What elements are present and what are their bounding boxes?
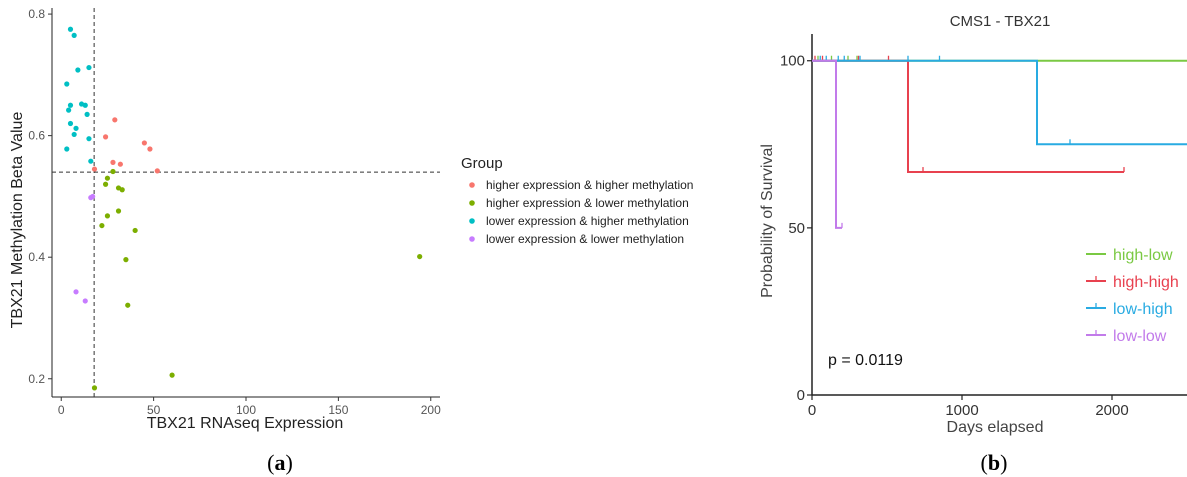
point-higher-expression-and-lower-methylation bbox=[125, 302, 131, 308]
panel-b-x-tick-label: 2000 bbox=[1095, 402, 1128, 419]
panel-b-legend: high-low high-high low-high low-low bbox=[1086, 247, 1179, 345]
legend-marker-lower-expression-and-higher-methylation bbox=[469, 218, 475, 224]
panel-b-y-tick-label: 50 bbox=[788, 220, 805, 237]
point-lower-expression-and-higher-methylation bbox=[84, 111, 90, 117]
panel-a-y-axis-label: TBX21 Methylation Beta Value bbox=[9, 112, 26, 329]
point-higher-expression-and-higher-methylation bbox=[154, 168, 160, 174]
point-higher-expression-and-higher-methylation bbox=[102, 134, 109, 140]
point-higher-expression-and-higher-methylation bbox=[141, 140, 147, 146]
point-lower-expression-and-higher-methylation bbox=[71, 32, 77, 38]
panel-a-caption: (a) bbox=[267, 450, 293, 475]
panel-a-caption-letter: a bbox=[275, 450, 286, 475]
point-higher-expression-and-lower-methylation bbox=[169, 372, 175, 378]
curve-high-high bbox=[812, 59, 1124, 173]
panel-a-x-tick-label: 50 bbox=[147, 403, 161, 417]
panel-a-y-tick-label: 0.8 bbox=[28, 7, 45, 21]
panel-b-x-tick-label: 0 bbox=[808, 402, 816, 419]
point-higher-expression-and-lower-methylation bbox=[104, 175, 111, 181]
panel-b-y-axis-label: Probability of Survival bbox=[759, 144, 776, 298]
legend-marker-lower-expression-and-lower-methylation bbox=[469, 236, 475, 242]
point-higher-expression-and-higher-methylation bbox=[110, 159, 116, 165]
legend-marker-higher-expression-and-higher-methylation bbox=[469, 182, 475, 188]
panel-b-x-tick-label: 1000 bbox=[945, 402, 978, 419]
panel-b-title: CMS1 - TBX21 bbox=[950, 13, 1051, 30]
panel-a-points bbox=[64, 26, 423, 391]
panel-a-x-tick-label: 0 bbox=[58, 403, 65, 417]
point-higher-expression-and-lower-methylation bbox=[123, 257, 129, 263]
curve-low-low bbox=[812, 59, 842, 229]
panel-a-y-tick-label: 0.4 bbox=[28, 250, 45, 264]
point-lower-expression-and-higher-methylation bbox=[75, 67, 81, 73]
point-higher-expression-and-lower-methylation bbox=[102, 181, 109, 187]
panel-a-y-tick-label: 0.6 bbox=[28, 129, 45, 143]
point-lower-expression-and-higher-methylation bbox=[67, 26, 74, 32]
point-lower-expression-and-higher-methylation bbox=[88, 158, 94, 164]
panel-a-axes: 0 50 100 150 200 0.2 0.4 0.6 0.8 bbox=[28, 7, 441, 417]
point-lower-expression-and-lower-methylation bbox=[90, 193, 96, 200]
point-higher-expression-and-lower-methylation bbox=[119, 187, 125, 193]
legend-label-lower-expression-and-lower-methylation: lower expression & lower methylation bbox=[486, 232, 684, 246]
point-lower-expression-and-higher-methylation bbox=[86, 136, 92, 142]
legend-label-high-high: high-high bbox=[1113, 274, 1179, 291]
point-lower-expression-and-higher-methylation bbox=[67, 102, 74, 108]
point-lower-expression-and-higher-methylation bbox=[64, 81, 70, 87]
point-higher-expression-and-higher-methylation bbox=[117, 161, 123, 167]
point-higher-expression-and-higher-methylation bbox=[91, 166, 98, 172]
curve-low-high bbox=[812, 59, 1187, 146]
point-lower-expression-and-lower-methylation bbox=[82, 298, 88, 304]
panel-b-caption-letter: b bbox=[988, 450, 1000, 475]
panel-a-reference-lines bbox=[52, 8, 440, 397]
legend-label-high-low: high-low bbox=[1113, 247, 1173, 264]
legend-label-higher-expression-and-higher-methylation: higher expression & higher methylation bbox=[486, 178, 693, 192]
point-lower-expression-and-higher-methylation bbox=[66, 107, 72, 113]
legend-label-lower-expression-and-higher-methylation: lower expression & higher methylation bbox=[486, 214, 689, 228]
point-lower-expression-and-higher-methylation bbox=[64, 146, 70, 152]
legend-label-higher-expression-and-lower-methylation: higher expression & lower methylation bbox=[486, 196, 689, 210]
panel-a-x-axis-label: TBX21 RNAseq Expression bbox=[147, 415, 344, 432]
panel-b-caption: (b) bbox=[981, 450, 1008, 475]
panel-a-x-tick-label: 150 bbox=[328, 403, 348, 417]
panel-b-survival-curves bbox=[812, 55, 1187, 229]
panel-b-axes: 0 1000 2000 0 50 100 bbox=[780, 34, 1187, 419]
point-higher-expression-and-lower-methylation bbox=[99, 222, 105, 229]
point-higher-expression-and-higher-methylation bbox=[147, 146, 153, 152]
point-higher-expression-and-lower-methylation bbox=[110, 168, 116, 175]
point-lower-expression-and-higher-methylation bbox=[73, 125, 79, 131]
panel-a-x-tick-label: 200 bbox=[421, 403, 441, 417]
point-higher-expression-and-lower-methylation bbox=[91, 385, 98, 391]
legend-label-low-high: low-high bbox=[1113, 301, 1173, 318]
legend-label-low-low: low-low bbox=[1113, 328, 1167, 345]
panel-a-legend-title: Group bbox=[461, 155, 503, 172]
panel-b-y-tick-label: 100 bbox=[780, 53, 805, 70]
panel-b-y-tick-label: 0 bbox=[797, 387, 805, 404]
point-higher-expression-and-lower-methylation bbox=[104, 213, 111, 219]
legend-marker-higher-expression-and-lower-methylation bbox=[469, 200, 475, 206]
point-higher-expression-and-lower-methylation bbox=[115, 208, 122, 214]
point-higher-expression-and-higher-methylation bbox=[112, 117, 118, 123]
point-lower-expression-and-higher-methylation bbox=[67, 120, 74, 127]
panel-a-scatter: 0 50 100 150 200 0.2 0.4 0.6 0.8 TBX21 RNAseq Ex… bbox=[9, 7, 693, 475]
point-lower-expression-and-lower-methylation bbox=[73, 289, 79, 295]
point-higher-expression-and-lower-methylation bbox=[132, 227, 138, 234]
panel-b-p-value: p = 0.0119 bbox=[828, 352, 903, 369]
point-lower-expression-and-higher-methylation bbox=[86, 64, 92, 71]
point-higher-expression-and-lower-methylation bbox=[417, 253, 423, 260]
point-lower-expression-and-higher-methylation bbox=[82, 102, 88, 108]
panel-a-y-tick-label: 0.2 bbox=[28, 372, 45, 386]
point-lower-expression-and-higher-methylation bbox=[71, 131, 77, 138]
panel-a-x-tick-label: 100 bbox=[236, 403, 256, 417]
panel-a-legend: higher expression & higher methylation hi… bbox=[469, 178, 693, 246]
panel-b-x-axis-label: Days elapsed bbox=[947, 419, 1044, 436]
